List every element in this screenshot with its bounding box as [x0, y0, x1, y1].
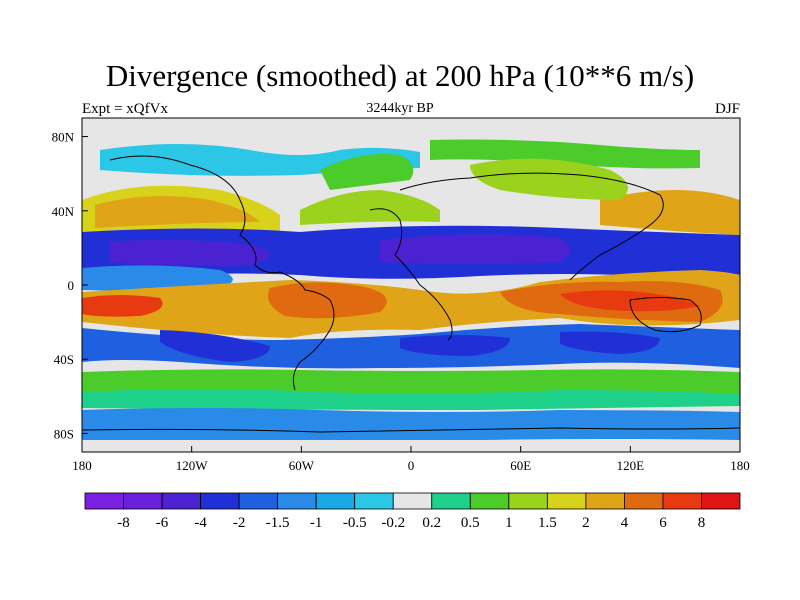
- southern-ocean-weak-positive: [82, 389, 740, 410]
- central-asia-positive: [470, 158, 628, 200]
- plot-title: Divergence (smoothed) at 200 hPa (10**6 …: [105, 58, 695, 93]
- period-label: 3244kyr BP: [366, 101, 434, 116]
- colorbar-swatch: [624, 492, 664, 510]
- amazon-positive-core: [267, 282, 387, 319]
- season-label: DJF: [714, 101, 740, 117]
- colorbar-label: 1.5: [538, 515, 557, 531]
- colorbar-swatch: [662, 492, 702, 510]
- colorbar-swatch: [315, 492, 356, 510]
- x-axis-ticks: 180 120W 60W 0 60E 120E 180: [72, 446, 750, 473]
- colorbar-label: -8: [117, 515, 130, 531]
- antarctica-coastline: [82, 427, 740, 433]
- antarctic-coast-negative: [82, 408, 740, 441]
- y-axis-ticks: 80N 40N 0 40S 80S: [52, 130, 88, 441]
- colorbar-label: -0.2: [381, 515, 405, 531]
- colorbar-label: 1: [505, 515, 513, 531]
- x-tick-label: 120E: [617, 458, 645, 473]
- colorbar-swatch: [84, 492, 124, 510]
- x-tick-label: 60W: [289, 458, 315, 473]
- coastlines: [82, 155, 740, 433]
- south-atlantic-strong-negative: [400, 335, 510, 356]
- y-tick-label: 40N: [52, 204, 75, 219]
- x-tick-label: 120W: [176, 458, 209, 473]
- africa-coastline: [369, 208, 453, 341]
- x-tick-label: 60E: [510, 458, 531, 473]
- americas-coastline: [109, 155, 335, 391]
- colorbar-swatch: [123, 492, 163, 510]
- x-tick-label: 0: [408, 458, 415, 473]
- colorbar-label: 0.2: [422, 515, 441, 531]
- y-tick-label: 40S: [54, 352, 74, 367]
- south-pacific-strong-negative: [160, 330, 270, 362]
- experiment-label: Expt = xQfVx: [82, 101, 168, 117]
- colorbar-label: 0.5: [461, 515, 480, 531]
- eurasia-coastline: [399, 172, 664, 281]
- north-pacific-strong-negative: [110, 239, 270, 266]
- central-pacific-peak: [82, 295, 163, 317]
- australia-coastline: [629, 297, 702, 333]
- colorbar-swatch: [277, 492, 317, 510]
- colorbar-swatch: [354, 492, 394, 510]
- y-tick-label: 0: [68, 278, 75, 293]
- colorbar-label: -2: [233, 515, 246, 531]
- colorbar-label: 4: [621, 515, 629, 531]
- south-indian-strong-negative: [560, 331, 660, 354]
- colorbar-swatch: [431, 492, 471, 510]
- colorbar-swatch: [508, 492, 548, 510]
- x-tick-label: 180: [72, 458, 92, 473]
- colorbar-swatch: [701, 492, 741, 510]
- colorbar-swatch: [200, 492, 240, 510]
- tropical-pacific-negative: [82, 265, 233, 291]
- colorbar-label: -0.5: [343, 515, 367, 531]
- colorbar-swatch: [392, 492, 433, 510]
- y-tick-label: 80N: [52, 130, 75, 145]
- arctic-region: [82, 118, 740, 147]
- colorbar-label: -4: [194, 515, 207, 531]
- colorbar-swatch: [161, 492, 201, 510]
- colorbar-label: -1.5: [266, 515, 290, 531]
- colorbar-swatch: [469, 492, 510, 510]
- colorbar-swatch: [585, 492, 625, 510]
- north-pacific-core: [95, 196, 260, 228]
- north-africa-strong-negative: [380, 234, 570, 264]
- y-tick-label: 80S: [54, 426, 74, 441]
- divergence-field: [82, 118, 740, 452]
- colorbar-label: 8: [698, 515, 706, 531]
- colorbar-label: 6: [659, 515, 667, 531]
- colorbar: -8 -6 -4 -2 -1.5 -1 -0.5 -0.2 0.2 0.5 1 1.5 2 4 6 8: [84, 492, 741, 531]
- north-atlantic-positive: [300, 190, 440, 225]
- colorbar-label: -1: [310, 515, 323, 531]
- colorbar-label: -6: [156, 515, 169, 531]
- colorbar-swatch: [238, 492, 279, 510]
- north-atlantic-weak-positive: [320, 154, 414, 190]
- siberia-positive: [430, 139, 700, 169]
- colorbar-label: 2: [582, 515, 590, 531]
- x-tick-label: 180: [730, 458, 750, 473]
- colorbar-swatch: [546, 492, 587, 510]
- northwest-pacific-positive: [600, 190, 740, 235]
